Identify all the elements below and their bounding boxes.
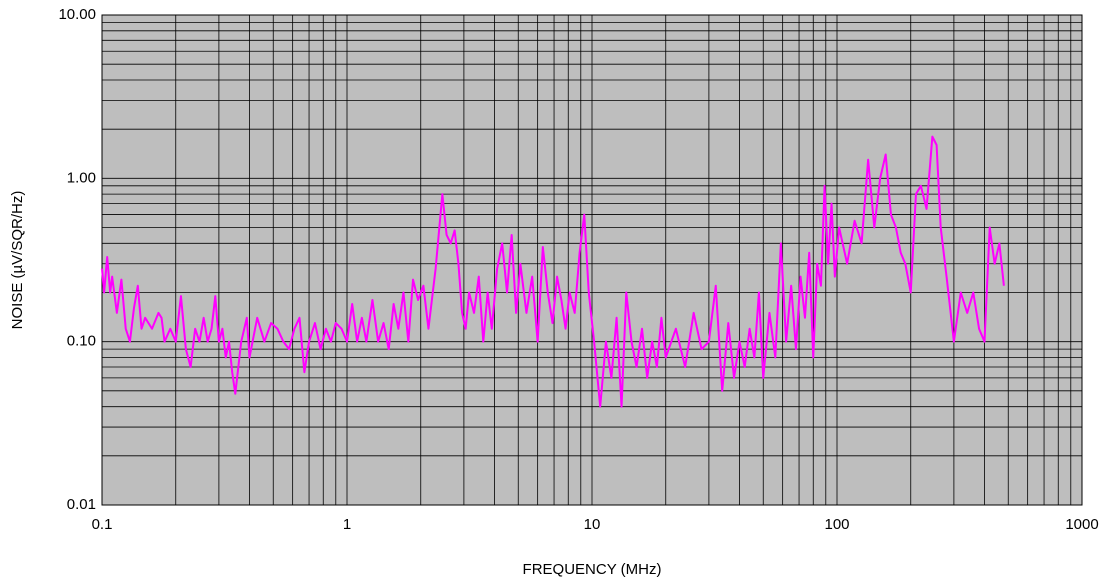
y-tick-label: 0.01 (67, 496, 96, 513)
x-tick-label: 100 (824, 516, 849, 533)
x-tick-label: 10 (584, 516, 601, 533)
y-tick-label: 0.10 (67, 333, 96, 350)
y-axis-label: NOISE (µV/SQR/Hz) (9, 191, 26, 330)
y-tick-label: 1.00 (67, 169, 96, 186)
y-tick-label: 10.00 (58, 6, 96, 23)
x-axis-label: FREQUENCY (MHz) (523, 561, 662, 578)
plot-border (101, 14, 1083, 506)
x-tick-label: 1000 (1065, 516, 1098, 533)
x-tick-label: 0.1 (92, 516, 113, 533)
x-tick-label: 1 (343, 516, 351, 533)
data-line (101, 135, 1005, 408)
